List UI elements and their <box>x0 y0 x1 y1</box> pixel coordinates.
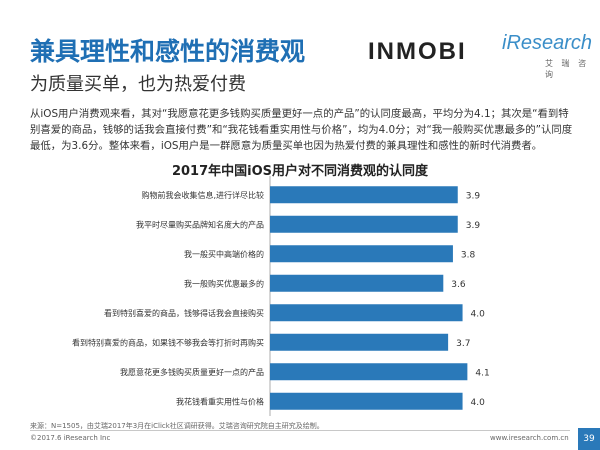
category-label: 购物前我会收集信息,进行详尽比较 <box>141 190 264 200</box>
bar-value-label: 3.6 <box>451 280 466 290</box>
category-label: 看到特别喜爱的商品，如果钱不够我会等打折时再购买 <box>72 337 264 347</box>
bar-value-label: 3.9 <box>466 221 481 231</box>
bar-value-label: 4.0 <box>471 398 486 408</box>
category-label: 我一般买中高端价格的 <box>184 249 264 259</box>
copyright: ©2017.6 iResearch Inc <box>30 434 111 442</box>
bar <box>270 363 468 381</box>
chart-title: 2017年中国iOS用户对不同消费观的认同度 <box>171 164 429 179</box>
bar <box>270 186 458 204</box>
bar <box>270 245 453 263</box>
bar-value-label: 3.8 <box>461 250 476 260</box>
bar-value-label: 3.9 <box>466 191 481 201</box>
page-number: 39 <box>578 428 600 450</box>
bar <box>270 304 463 322</box>
category-label: 我花钱看重实用性与价格 <box>176 396 264 406</box>
bar-value-label: 4.0 <box>471 309 486 319</box>
intro-paragraph: 从iOS用户消费观来看，其对“我愿意花更多钱购买质量更好一点的产品”的认同度最高… <box>30 108 573 152</box>
iresearch-logo: iResearch <box>502 32 593 54</box>
bar <box>270 392 463 410</box>
bar-value-label: 4.1 <box>475 368 489 378</box>
category-label: 我愿意花更多钱购买质量更好一点的产品 <box>120 367 264 377</box>
category-label: 我一般购买优惠最多的 <box>184 278 264 288</box>
category-label: 看到特别喜爱的商品，钱够得话我会直接购买 <box>104 308 264 318</box>
category-label: 我平时尽量购买品牌知名度大的产品 <box>136 219 264 229</box>
bar <box>270 333 449 351</box>
bar <box>270 274 444 292</box>
footer-divider <box>30 430 570 431</box>
bar <box>270 215 458 233</box>
inmobi-logo: INMOBI <box>368 38 467 65</box>
source-note: 来源：N=1505，由艾瑞2017年3月在iClick社区调研获得。艾瑞咨询研究… <box>30 422 324 430</box>
iresearch-logo-cn: 艾 瑞 咨 询 <box>545 59 590 79</box>
bar-value-label: 3.7 <box>456 339 470 349</box>
page-subtitle: 为质量买单，也为热爱付费 <box>30 74 246 95</box>
website-link[interactable]: www.iresearch.com.cn <box>490 434 569 442</box>
page-title: 兼具理性和感性的消费观 <box>30 37 306 66</box>
